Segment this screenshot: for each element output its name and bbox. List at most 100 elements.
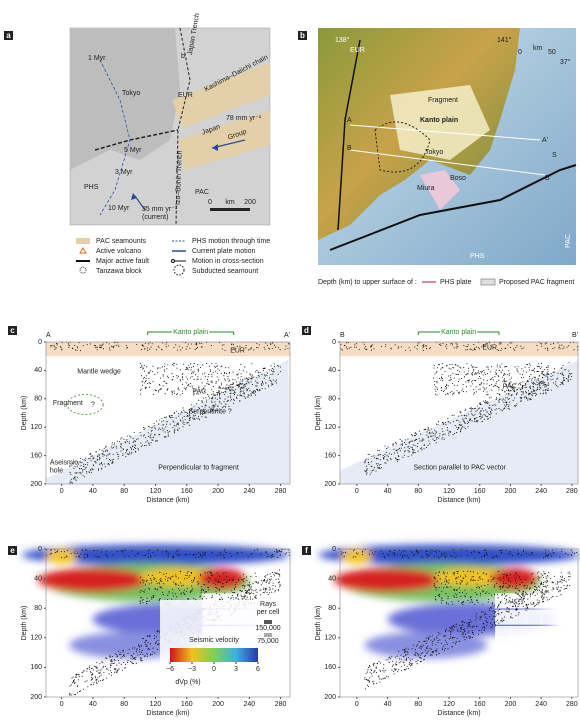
earthquake-dot [540, 342, 542, 345]
earthquake-dot [454, 364, 456, 366]
earthquake-dot [460, 579, 462, 581]
earthquake-dot [525, 371, 527, 373]
earthquake-dot [418, 438, 420, 440]
earthquake-dot [120, 445, 122, 448]
earthquake-dot [434, 373, 436, 375]
earthquake-dot [57, 551, 59, 553]
earthquake-dot [431, 435, 433, 437]
earthquake-dot [139, 362, 141, 365]
earthquake-dot [534, 605, 536, 607]
earthquake-dot [561, 374, 564, 376]
earthquake-dot [562, 348, 564, 350]
earthquake-dot [525, 386, 527, 388]
earthquake-dot [442, 378, 444, 380]
earthquake-dot [259, 389, 261, 391]
earthquake-dot [86, 472, 88, 474]
earthquake-dot [81, 672, 83, 674]
earthquake-dot [500, 343, 502, 345]
earthquake-dot [407, 445, 409, 447]
earthquake-dot [135, 555, 137, 557]
earthquake-dot [277, 573, 279, 575]
earthquake-dot [561, 582, 563, 584]
earthquake-dot [436, 438, 438, 440]
earthquake-dot [562, 372, 564, 374]
earthquake-dot [364, 688, 366, 690]
earthquake-dot [340, 344, 342, 346]
earthquake-dot [479, 551, 481, 553]
earthquake-dot [277, 556, 279, 558]
earthquake-dot [242, 370, 244, 372]
earthquake-dot [201, 405, 203, 407]
earthquake-dot [74, 553, 76, 555]
earthquake-dot [143, 364, 145, 366]
earthquake-dot [254, 391, 256, 393]
earthquake-dot [285, 345, 287, 347]
earthquake-dot [162, 375, 164, 377]
low-ray-mask [202, 691, 219, 707]
earthquake-dot [538, 577, 540, 579]
earthquake-dot [206, 578, 208, 580]
earthquake-dot [417, 443, 419, 445]
earthquake-dot [204, 416, 206, 418]
earthquake-dot [139, 582, 141, 584]
earthquake-dot [532, 592, 535, 594]
earthquake-dot [87, 667, 89, 670]
earthquake-dot [192, 411, 194, 413]
earthquake-dot [534, 583, 536, 585]
earthquake-dot [435, 390, 437, 392]
earthquake-dot [231, 590, 233, 592]
earthquake-dot [494, 625, 496, 627]
earthquake-dot [416, 549, 418, 552]
earthquake-dot [266, 579, 268, 582]
earthquake-dot [470, 579, 472, 581]
earthquake-dot [469, 348, 471, 350]
earthquake-dot [541, 590, 543, 592]
earthquake-dot [485, 573, 487, 575]
earthquake-dot [539, 384, 541, 386]
earthquake-dot [54, 348, 56, 350]
earthquake-dot [245, 347, 247, 349]
earthquake-dot [74, 476, 76, 478]
annotation: Perpendicular to fragment [158, 465, 239, 472]
earthquake-dot [102, 348, 105, 350]
earthquake-dot [151, 596, 153, 598]
earthquake-dot [457, 428, 459, 430]
low-ray-mask [46, 660, 78, 697]
panel-label-box [8, 546, 17, 555]
earthquake-dot [145, 640, 147, 642]
earthquake-dot [379, 678, 381, 680]
earthquake-dot [163, 428, 165, 430]
earthquake-dot [546, 581, 548, 583]
earthquake-dot [362, 550, 364, 552]
earthquake-dot [180, 420, 182, 422]
earthquake-dot [113, 659, 115, 661]
earthquake-dot [227, 378, 229, 380]
earthquake-dot [536, 593, 538, 595]
earthquake-dot [245, 345, 247, 347]
earthquake-dot [510, 613, 512, 615]
earthquake-dot [416, 344, 418, 347]
earthquake-dot [452, 572, 454, 574]
earthquake-dot [431, 654, 433, 656]
earthquake-dot [474, 579, 476, 581]
earthquake-dot [443, 555, 445, 557]
earthquake-dot [463, 633, 465, 635]
earthquake-dot [531, 551, 533, 554]
earthquake-dot [189, 424, 191, 427]
earthquake-dot [155, 439, 157, 442]
earthquake-dot [540, 362, 542, 364]
earthquake-dot [182, 422, 184, 424]
earthquake-dot [188, 411, 191, 413]
earthquake-dot [491, 409, 493, 411]
earthquake-dot [493, 404, 495, 406]
earthquake-dot [176, 549, 178, 551]
x-tick-label: 80 [414, 701, 422, 708]
earthquake-dot [46, 549, 48, 551]
earthquake-dot [546, 580, 548, 582]
earthquake-dot [528, 367, 530, 369]
earthquake-dot [219, 598, 221, 600]
earthquake-dot [106, 555, 108, 557]
earthquake-dot [487, 402, 489, 404]
earthquake-dot [539, 386, 541, 388]
rays-tick-label: 75,000 [257, 638, 279, 645]
